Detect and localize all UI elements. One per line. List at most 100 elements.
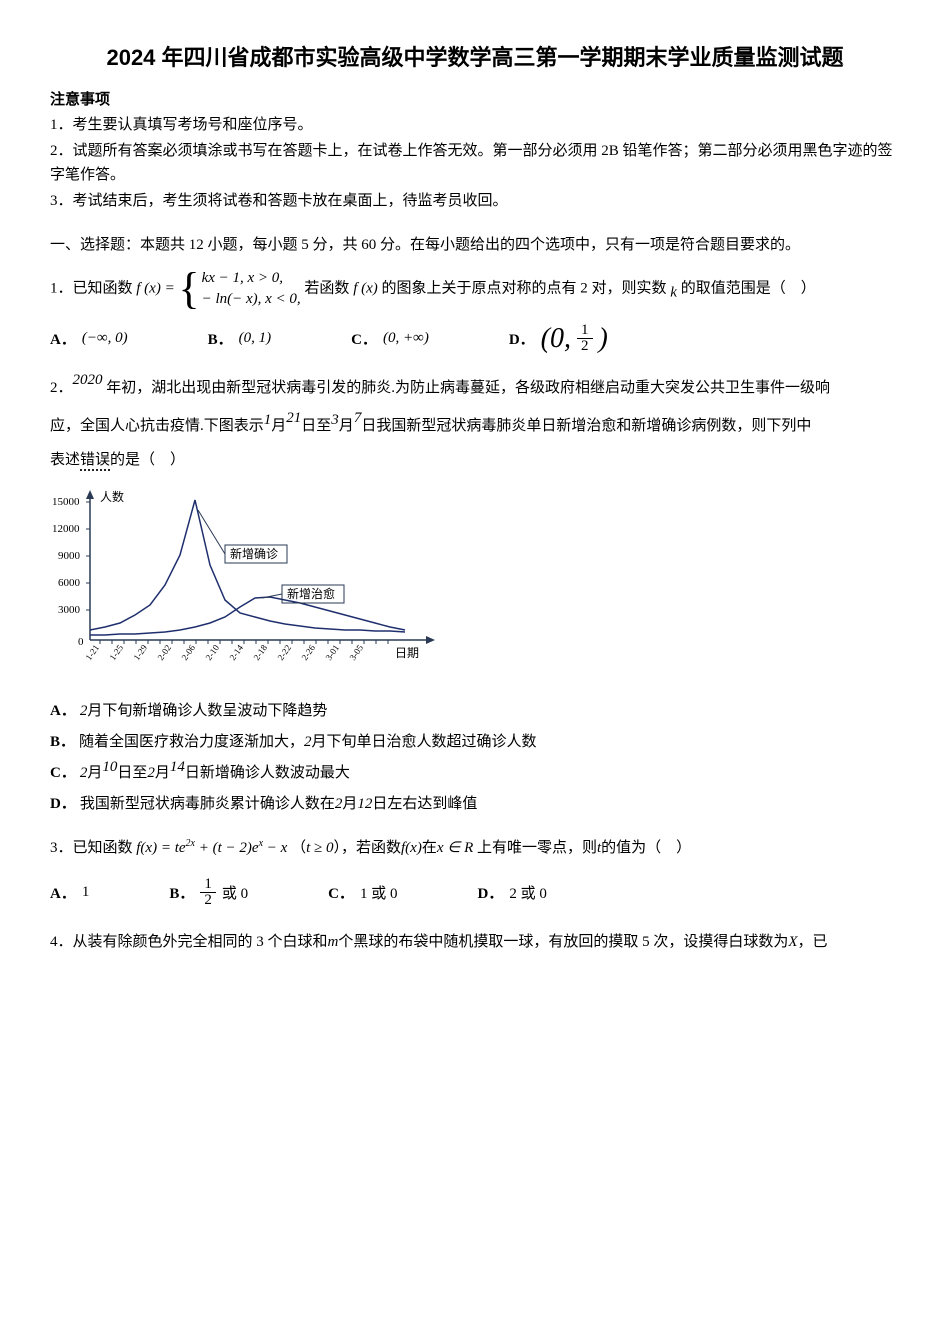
q3-tailexpr: − x <box>263 840 287 856</box>
ytick-9000: 9000 <box>58 550 81 562</box>
exam-title: 2024 年四川省成都市实验高级中学数学高三第一学期期末学业质量监测试题 <box>50 40 900 72</box>
svg-text:3-01: 3-01 <box>323 643 341 662</box>
q2-year: 2020 <box>73 364 103 397</box>
q2-d-t2: 日左右达到峰值 <box>372 796 477 812</box>
q3-lead: 3．已知函数 <box>50 840 136 856</box>
q1-case1: kx − 1, x > 0, <box>202 270 283 286</box>
q3-e2: e <box>252 840 259 856</box>
q2-b-txt: 月下旬单日治愈人数超过确诊人数 <box>312 734 537 750</box>
q2-error-word: 错误 <box>80 453 110 471</box>
q2-option-c: C．2月10日至2月14日新增确诊人数波动最大 <box>50 760 900 787</box>
q2-c-t4: 日新增确诊人数波动最大 <box>185 765 350 781</box>
q3-fx2: f(x) <box>401 840 422 856</box>
q2-chart: 15000 12000 9000 6000 3000 0 人数 1-21 1-2… <box>50 485 900 690</box>
ytick-15000: 15000 <box>52 496 80 508</box>
q3-option-a: A． 1 <box>50 882 89 903</box>
q1-c-val: (0, +∞) <box>383 330 429 347</box>
q4-post: ，已 <box>798 934 828 950</box>
ytick-0: 0 <box>78 636 84 648</box>
q2-c-t1: 月 <box>87 765 102 781</box>
q3-b-frac: 1 2 <box>200 877 216 908</box>
q2-option-d: D．我国新型冠状病毒肺炎累计确诊人数在2月12日左右达到峰值 <box>50 791 900 818</box>
y-tick-labels: 15000 12000 9000 6000 3000 0 <box>52 496 90 648</box>
q1-option-c: C． (0, +∞) <box>351 328 429 349</box>
x-axis-label: 日期 <box>395 646 419 660</box>
section-heading: 一、选择题：本题共 12 小题，每小题 5 分，共 60 分。在每小题给出的四个… <box>50 233 900 257</box>
q2-l3-post: 的是（ ） <box>110 452 185 468</box>
q2-line2: 应，全国人心抗击疫情.下图表示1月21日至3月7日我国新型冠状病毒肺炎单日新增治… <box>50 411 900 441</box>
q1-k: k <box>670 284 677 300</box>
q2-a-txt: 月下旬新增确诊人数呈波动下降趋势 <box>87 703 327 719</box>
q3-a-val: 1 <box>82 884 90 901</box>
q2-d-pre: 我国新型冠状病毒肺炎累计确诊人数在 <box>80 796 335 812</box>
q2-c-n2: 10 <box>102 754 117 781</box>
document-page: 2024 年四川省成都市实验高级中学数学高三第一学期期末学业质量监测试题 注意事… <box>0 0 950 985</box>
q1-lead: 1．已知函数 <box>50 280 133 296</box>
q2-l2c: 日至 <box>301 418 331 434</box>
q2-c-t2: 日至 <box>117 765 147 781</box>
option-label-a: A． <box>50 328 76 349</box>
legend-confirm: 新增确诊 <box>230 546 278 561</box>
svg-text:1-29: 1-29 <box>131 642 149 662</box>
q2-d2: 7 <box>354 403 362 433</box>
svg-text:2-14: 2-14 <box>227 642 245 662</box>
q2-lead-post: 年初，湖北出现由新型冠状病毒引发的肺炎.为防止病毒蔓延，各级政府相继启动重大突发… <box>103 380 831 396</box>
q1-fx-label: f (x) <box>353 280 378 296</box>
q1-tail3: 的取值范围是（ ） <box>681 280 816 296</box>
q1-d-num: 1 <box>577 323 593 339</box>
q1-tail1: 若函数 <box>304 280 349 296</box>
q1-case2: − ln(− x), x < 0, <box>202 291 301 307</box>
q3-d-label: D． <box>477 882 503 903</box>
q2-option-b: B．B．随着全国医疗救治力度逐渐加大，随着全国医疗救治力度逐渐加大，2月下旬单日… <box>50 729 900 756</box>
q1-d-den: 2 <box>577 339 593 354</box>
ytick-3000: 3000 <box>58 604 81 616</box>
q3-cond-close: ），若函数 <box>333 840 401 856</box>
svg-text:1-25: 1-25 <box>107 642 125 662</box>
q2-c-n3: 2 <box>147 765 155 781</box>
q3-c-label: C． <box>328 882 354 903</box>
q1-a-val: (−∞, 0) <box>82 330 128 347</box>
y-axis-arrow-icon <box>86 490 94 499</box>
q3-option-c: C． 1 或 0 <box>328 882 397 903</box>
option-label-b: B． <box>208 328 233 349</box>
q2-lead-pre: 2． <box>50 380 73 396</box>
q2-line3: 表述错误的是（ ） <box>50 445 900 475</box>
q2-c-n4: 14 <box>170 754 185 781</box>
svg-text:2-02: 2-02 <box>155 643 173 662</box>
q2-m1: 1 <box>264 405 272 435</box>
q1-d-frac: 1 2 <box>577 323 593 354</box>
q3-option-d: D． 2 或 0 <box>477 882 546 903</box>
q2-l3-pre: 表述 <box>50 452 80 468</box>
q1-options: A． (−∞, 0) B． (0, 1) C． (0, +∞) D． (0, 1… <box>50 323 900 354</box>
q4-x: X <box>788 934 797 950</box>
q3-b-label: B． <box>169 882 194 903</box>
q2-l2e: 日我国新型冠状病毒肺炎单日新增治愈和新增确诊病例数，则下列中 <box>361 418 811 434</box>
q3-fx: f(x) = t <box>136 840 179 856</box>
option-label-c: C． <box>351 328 377 349</box>
q2-d-label: D． <box>50 796 76 812</box>
confirm-line <box>90 500 405 632</box>
left-brace-icon: { <box>178 267 199 311</box>
q3-mid: + (t − 2) <box>195 840 252 856</box>
q3-a-label: A． <box>50 882 76 903</box>
option-label-d: D． <box>509 328 535 349</box>
ytick-6000: 6000 <box>58 577 81 589</box>
legend-cure: 新增治愈 <box>287 586 335 601</box>
q3-d-val: 2 或 0 <box>509 882 547 903</box>
q1-fx-eq: f (x) = <box>136 280 174 296</box>
x-axis-arrow-icon <box>426 636 435 644</box>
notice-item-3: 3．考试结束后，考生须将试卷和答题卡放在桌面上，待监考员收回。 <box>50 189 900 213</box>
y-axis-label: 人数 <box>100 489 124 504</box>
svg-text:1-21: 1-21 <box>83 643 101 662</box>
notice-item-1: 1．考生要认真填写考场号和座位序号。 <box>50 113 900 137</box>
svg-text:2-10: 2-10 <box>203 642 221 662</box>
x-date-labels: 1-21 1-25 1-29 2-02 2-06 2-10 2-14 2-18 … <box>83 642 365 662</box>
svg-text:2-26: 2-26 <box>299 642 317 662</box>
q2-l2a: 应，全国人心抗击疫情.下图表示 <box>50 418 264 434</box>
svg-text:2-18: 2-18 <box>251 642 269 662</box>
q3-mid3: 上有唯一零点，则 <box>473 840 597 856</box>
q3-e1: e <box>179 840 186 856</box>
q1-cases: kx − 1, x > 0, − ln(− x), x < 0, <box>202 268 301 310</box>
svg-text:2-06: 2-06 <box>179 642 197 662</box>
q3-b-num: 1 <box>200 877 216 893</box>
